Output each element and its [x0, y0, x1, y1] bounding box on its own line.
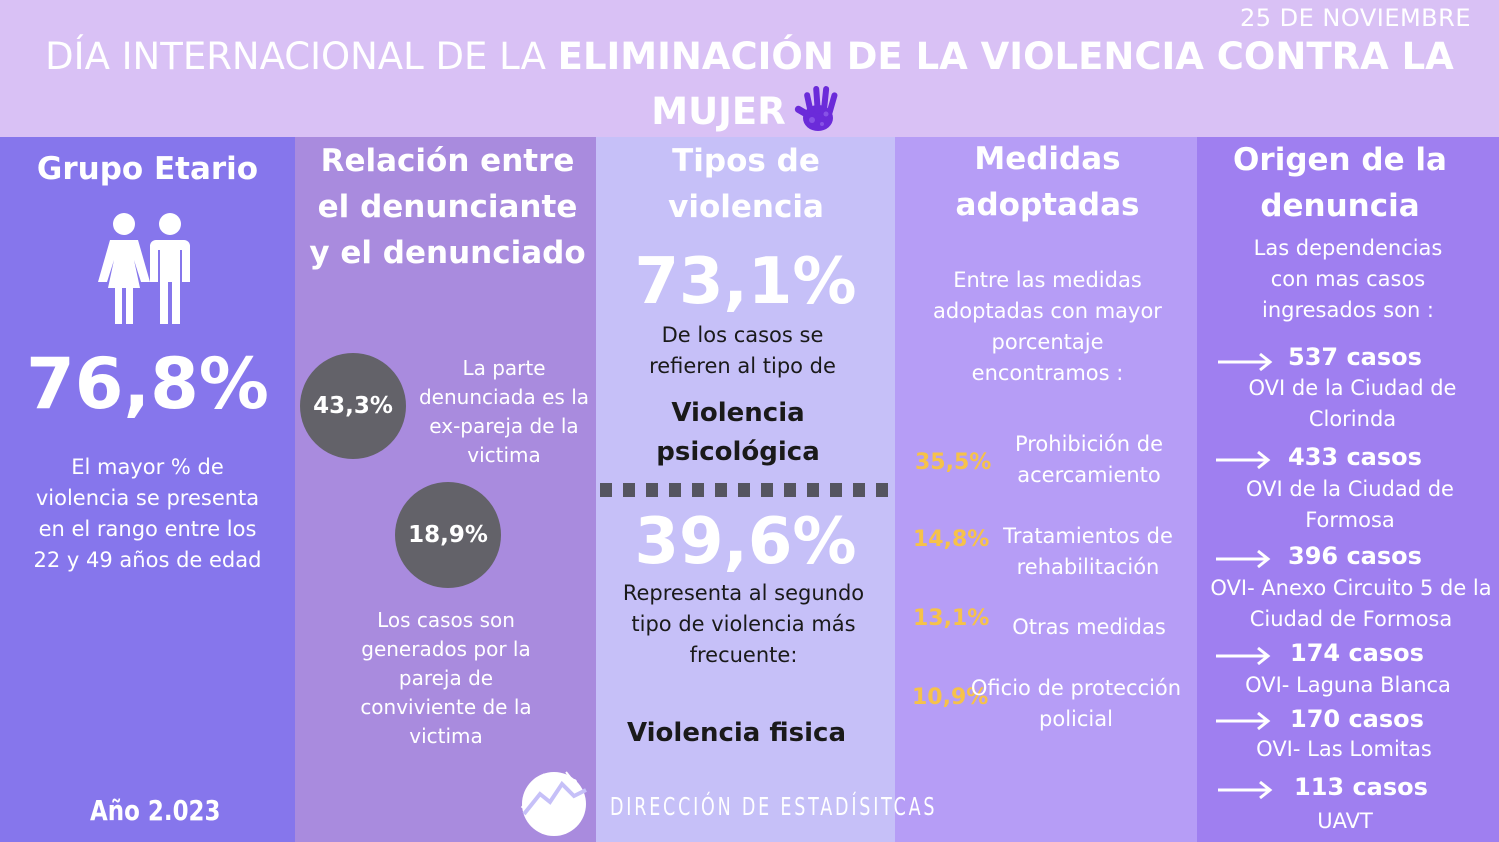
origin-cases-1: 537 casos [1288, 343, 1422, 371]
origin-cases-2: 433 casos [1288, 443, 1422, 471]
psychological-type: Violencia psicológica [656, 398, 820, 467]
psychological-text: De los casos se refieren al tipo de [649, 323, 836, 378]
header-banner [0, 0, 1499, 137]
measure-percent-1: 35,5% [915, 450, 992, 475]
age-group-percent: 76,8% [26, 343, 269, 425]
origin-place-3: OVI- Anexo Circuito 5 de la Ciudad de Fo… [1210, 576, 1492, 631]
measure-percent-3: 13,1% [913, 606, 990, 631]
physical-text: Representa al segundo tipo de violencia … [622, 581, 865, 667]
arrow-right-icon [1214, 450, 1272, 470]
cohabitant-percent-badge: 18,9% [395, 482, 501, 588]
measures-intro: Entre las medidas adoptadas con mayor po… [933, 268, 1162, 385]
circuit-logo-icon [516, 768, 592, 842]
couple-icon [98, 210, 194, 330]
origin-place-6: UAVT [1317, 809, 1373, 833]
origin-place-2: OVI de la Ciudad de Formosa [1246, 477, 1454, 532]
origin-heading: Origen de la denuncia [1233, 142, 1447, 224]
origin-place-5: OVI- Las Lomitas [1256, 737, 1432, 761]
measures-heading: Medidas adoptadas [955, 141, 1140, 223]
origin-cases-4: 174 casos [1290, 639, 1424, 667]
measure-label-2: Tratamientos de rehabilitación [1003, 524, 1173, 579]
measure-label-1: Prohibición de acercamiento [1014, 432, 1164, 487]
ex-partner-percent-badge: 43,3% [300, 353, 406, 459]
arrow-right-icon [1216, 780, 1274, 800]
arrow-right-icon [1214, 711, 1272, 731]
measure-label-4: Oficio de protección policial [970, 676, 1182, 731]
purple-hand-icon [792, 82, 848, 147]
age-group-panel [0, 137, 295, 842]
title-light: DÍA INTERNACIONAL DE LA [45, 35, 558, 78]
psychological-percent: 73,1% [634, 245, 857, 319]
violence-types-heading: Tipos de violencia [668, 143, 824, 225]
origin-cases-5: 170 casos [1290, 705, 1424, 733]
dashed-divider [600, 482, 894, 497]
ex-partner-text: La parte denunciada es la ex-pareja de l… [418, 356, 590, 467]
origin-place-1: OVI de la Ciudad de Clorinda [1248, 376, 1457, 431]
age-group-heading: Grupo Etario [36, 151, 259, 187]
measure-percent-2: 14,8% [913, 527, 990, 552]
age-group-description: El mayor % de violencia se presenta en e… [33, 455, 262, 572]
page-title: DÍA INTERNACIONAL DE LA ELIMINACIÓN DE L… [0, 32, 1499, 147]
measures-panel [895, 137, 1197, 842]
arrow-right-icon [1214, 646, 1272, 666]
origin-intro: Las dependencias con mas casos ingresado… [1253, 236, 1443, 322]
physical-type: Violencia fisica [626, 718, 847, 748]
arrow-right-icon [1214, 549, 1272, 569]
origin-cases-6: 113 casos [1294, 773, 1428, 801]
measure-percent-4: 10,9% [912, 685, 989, 710]
title-bold-line2: MUJER [651, 90, 786, 133]
relationship-heading: Relación entre el denunciante y el denun… [309, 143, 586, 271]
origin-panel [1197, 137, 1499, 842]
cohabitant-text: Los casos son generados por la pareja de… [360, 608, 532, 748]
arrow-right-icon [1216, 352, 1274, 372]
origin-cases-3: 396 casos [1288, 542, 1422, 570]
origin-place-4: OVI- Laguna Blanca [1245, 673, 1451, 697]
title-bold-line1: ELIMINACIÓN DE LA VIOLENCIA CONTRA LA [557, 35, 1454, 78]
measure-label-3: Otras medidas [1012, 615, 1166, 639]
date-label: 25 DE NOVIEMBRE [1239, 4, 1471, 32]
brand-name: DIRECCIÓN DE ESTADÍSITCAS [610, 792, 938, 821]
physical-percent: 39,6% [634, 505, 857, 579]
year-label: Año 2.023 [90, 794, 221, 827]
